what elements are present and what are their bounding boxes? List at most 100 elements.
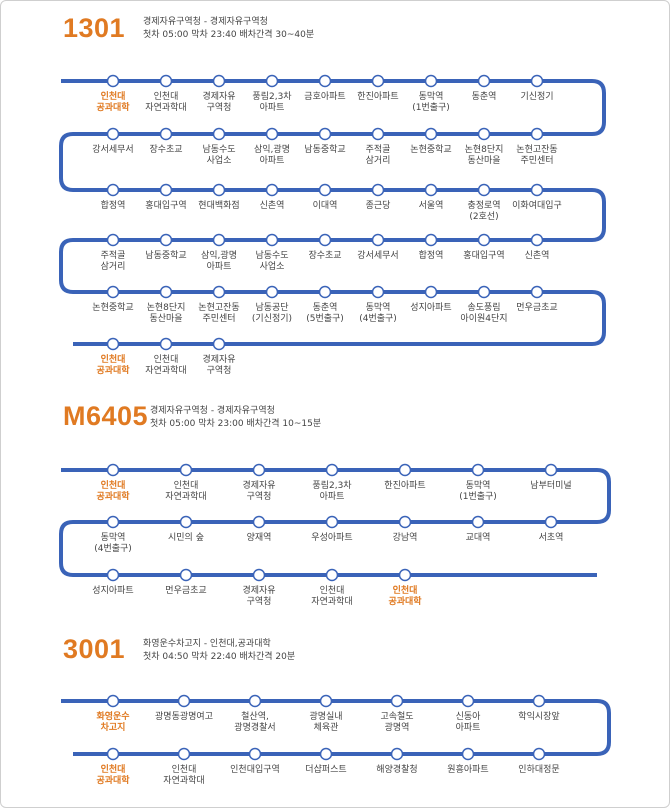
stop-marker[interactable]	[212, 74, 226, 88]
stop-marker[interactable]	[530, 127, 544, 141]
stop-marker[interactable]	[477, 285, 491, 299]
stop-marker[interactable]	[159, 127, 173, 141]
stop-marker[interactable]	[177, 747, 191, 761]
stop-marker[interactable]	[461, 694, 475, 708]
route-line-2	[61, 699, 611, 756]
stop-marker[interactable]	[532, 747, 546, 761]
stop-marker[interactable]	[159, 233, 173, 247]
stop-marker[interactable]	[318, 183, 332, 197]
stop-marker[interactable]	[424, 74, 438, 88]
stop-marker[interactable]	[471, 515, 485, 529]
stop-marker[interactable]	[424, 285, 438, 299]
stop-marker[interactable]	[530, 233, 544, 247]
stop-label: 먼우금초교	[165, 586, 207, 596]
stop-label: 동춘역 (5번출구)	[306, 303, 344, 324]
stop-marker[interactable]	[159, 337, 173, 351]
stop-marker[interactable]	[248, 747, 262, 761]
stop-marker[interactable]	[318, 74, 332, 88]
stop-marker[interactable]	[371, 74, 385, 88]
stop-marker[interactable]	[106, 747, 120, 761]
stop-marker[interactable]	[159, 74, 173, 88]
stop-marker[interactable]	[424, 127, 438, 141]
stop-marker[interactable]	[212, 233, 226, 247]
stop-label: 송도풍림 아이원4단지	[460, 303, 508, 324]
stop-marker[interactable]	[212, 183, 226, 197]
stop-marker[interactable]	[318, 127, 332, 141]
stop-label: 이화여대입구	[512, 201, 562, 211]
stop-marker[interactable]	[398, 568, 412, 582]
stop-marker[interactable]	[319, 747, 333, 761]
stop-marker[interactable]	[530, 183, 544, 197]
stop-marker[interactable]	[325, 568, 339, 582]
stop-label: 삼익,광명 아파트	[254, 145, 290, 166]
stop-marker[interactable]	[106, 127, 120, 141]
stop-label: 홍대입구역	[463, 251, 505, 261]
stop-marker[interactable]	[371, 183, 385, 197]
route-schedule-M6405: 첫차 05:00 막차 23:00 배차간격 10~15분	[150, 419, 322, 429]
stop-marker[interactable]	[424, 183, 438, 197]
stop-marker[interactable]	[319, 694, 333, 708]
stop-marker[interactable]	[106, 515, 120, 529]
stop-label: 학익시장앞	[518, 712, 560, 722]
stop-marker[interactable]	[212, 285, 226, 299]
stop-marker[interactable]	[265, 127, 279, 141]
stop-marker[interactable]	[371, 285, 385, 299]
stop-marker[interactable]	[424, 233, 438, 247]
stop-label: 남동수도 사업소	[255, 251, 289, 272]
stop-marker[interactable]	[530, 74, 544, 88]
stop-marker[interactable]	[106, 183, 120, 197]
stop-marker[interactable]	[461, 747, 475, 761]
stop-label: 동막역 (1번출구)	[412, 92, 450, 113]
route-endpoints-1301: 경제자유구역청 - 경제자유구역청	[143, 17, 268, 27]
stop-marker[interactable]	[265, 285, 279, 299]
stop-marker[interactable]	[265, 74, 279, 88]
stop-label: 동춘역	[471, 92, 497, 102]
stop-marker[interactable]	[477, 74, 491, 88]
stop-marker[interactable]	[318, 285, 332, 299]
stop-marker[interactable]	[106, 694, 120, 708]
stop-label: 광명실내 체육관	[309, 712, 343, 733]
stop-marker[interactable]	[106, 233, 120, 247]
stop-marker[interactable]	[159, 183, 173, 197]
stop-marker[interactable]	[159, 285, 173, 299]
stop-marker[interactable]	[106, 463, 120, 477]
stop-label: 강남역	[392, 533, 418, 543]
stop-label: 고속철도 광명역	[380, 712, 414, 733]
stop-label: 인천대 공과대학	[96, 355, 130, 376]
stop-marker[interactable]	[544, 463, 558, 477]
stop-marker[interactable]	[177, 694, 191, 708]
stop-marker[interactable]	[477, 233, 491, 247]
stop-label: 충정로역 (2호선)	[467, 201, 501, 222]
stop-marker[interactable]	[532, 694, 546, 708]
stop-marker[interactable]	[179, 463, 193, 477]
stop-marker[interactable]	[398, 463, 412, 477]
stop-marker[interactable]	[252, 463, 266, 477]
stop-marker[interactable]	[477, 183, 491, 197]
stop-marker[interactable]	[252, 568, 266, 582]
stop-marker[interactable]	[106, 74, 120, 88]
stop-marker[interactable]	[212, 127, 226, 141]
stop-marker[interactable]	[106, 568, 120, 582]
stop-label: 남부터미널	[530, 481, 572, 491]
stop-marker[interactable]	[530, 285, 544, 299]
stop-marker[interactable]	[179, 568, 193, 582]
stop-marker[interactable]	[318, 233, 332, 247]
stop-marker[interactable]	[390, 747, 404, 761]
stop-marker[interactable]	[325, 463, 339, 477]
stop-marker[interactable]	[179, 515, 193, 529]
stop-marker[interactable]	[265, 183, 279, 197]
stop-marker[interactable]	[398, 515, 412, 529]
stop-marker[interactable]	[248, 694, 262, 708]
stop-marker[interactable]	[390, 694, 404, 708]
stop-marker[interactable]	[477, 127, 491, 141]
stop-marker[interactable]	[544, 515, 558, 529]
stop-marker[interactable]	[265, 233, 279, 247]
stop-marker[interactable]	[252, 515, 266, 529]
stop-marker[interactable]	[106, 285, 120, 299]
stop-marker[interactable]	[371, 233, 385, 247]
stop-marker[interactable]	[106, 337, 120, 351]
stop-marker[interactable]	[325, 515, 339, 529]
stop-marker[interactable]	[371, 127, 385, 141]
stop-marker[interactable]	[471, 463, 485, 477]
stop-marker[interactable]	[212, 337, 226, 351]
